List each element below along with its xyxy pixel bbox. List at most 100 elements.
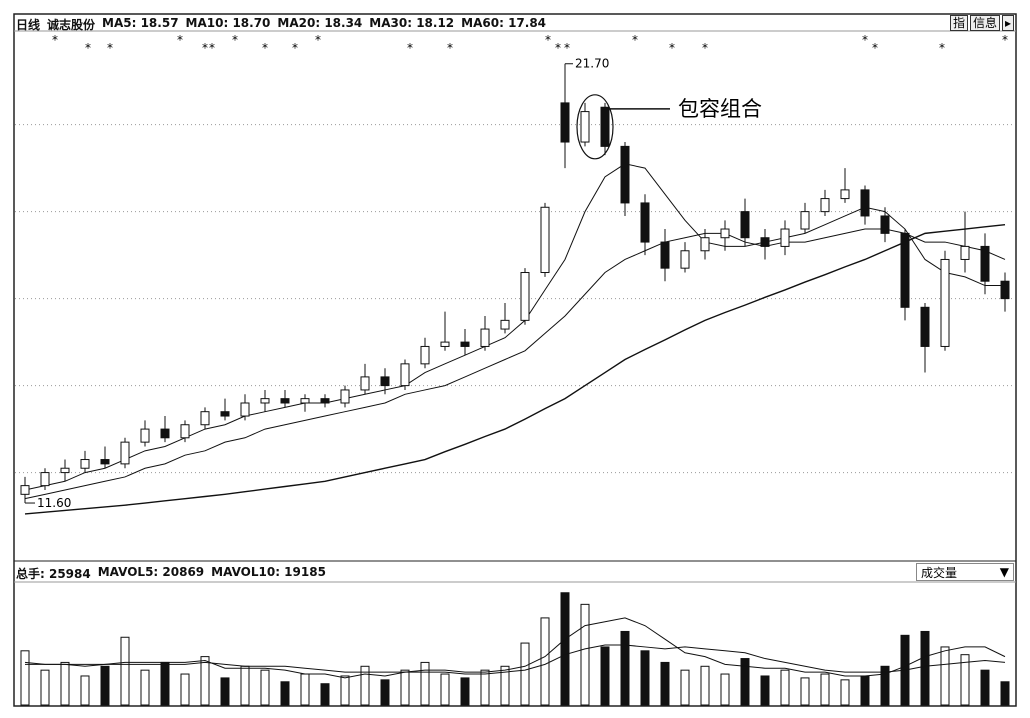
volume-down [160,661,170,706]
info-marker: * [447,41,453,55]
candle-down [280,398,290,404]
index-button[interactable]: 指 [949,15,968,31]
volume-down [220,677,230,706]
volume-up [820,673,830,706]
info-marker: * [669,41,675,55]
candle-down [1000,280,1010,300]
volume-up [20,650,30,706]
candle-up [540,206,550,274]
info-marker: * [1002,33,1008,47]
annotation-circle [576,94,614,160]
candle-up [680,250,690,269]
volume-up [780,669,790,706]
info-button[interactable]: 信息 [969,15,1000,31]
volume-up [420,661,430,706]
candle-down [460,341,470,347]
info-marker: * [872,41,878,55]
volume-up [540,617,550,706]
period: 日线 [16,18,41,32]
volume-label: 总手: 25984 [16,567,91,581]
candle-up [120,441,130,465]
volume-up [480,669,490,706]
ma-label: MA10: 18.70 [185,16,271,30]
volume-down [620,630,630,706]
volume-down [380,679,390,706]
volume-up [200,656,210,706]
candle-down [160,428,170,439]
candle-up [80,459,90,469]
volume-up [60,661,70,706]
info-marker: * [862,33,868,47]
candle-up [340,389,350,404]
volume-down [740,658,750,706]
volume-up [140,669,150,706]
candle-down [760,237,770,247]
info-marker: * [262,41,268,55]
toolbar: 指 信息 ▸ [949,15,1014,31]
mavol-line [25,644,1006,675]
candle-up [940,258,950,347]
volume-label: MAVOL10: 19185 [211,565,326,579]
arrow-button[interactable]: ▸ [1001,15,1014,31]
candle-down [380,376,390,387]
volume-up [300,673,310,706]
ma-label: MA20: 18.34 [277,16,363,30]
ma-line [24,163,1005,491]
volume-down [640,650,650,706]
candle-up [840,189,850,200]
volume-up [800,677,810,706]
volume-down [920,630,930,706]
candle-up [240,402,250,417]
frame [13,13,1017,707]
indicator-name: 成交量 [921,565,958,580]
volume-down [600,646,610,706]
annotation: 包容组合 [678,97,762,121]
candle-up [780,228,790,247]
max-label: 21.70 [575,57,609,71]
volume-up [940,646,950,706]
ma-line [24,228,1006,500]
info-marker: * [315,33,321,47]
candle-up [820,198,830,213]
stock-name: 诚志股份 [47,18,96,32]
candle-down [220,411,230,417]
indicator-select[interactable]: 成交量 ▼ [916,563,1014,581]
candle-down [900,232,910,308]
candle-down [920,306,930,347]
candle-down [640,202,650,243]
candle-up [400,363,410,387]
candle-up [960,245,970,260]
volume-down [880,665,890,706]
volume-up [680,669,690,706]
candle-up [260,398,270,404]
volume-up [440,673,450,706]
candle-up [440,341,450,347]
volume-up [580,603,590,706]
info-marker: * [209,41,215,55]
volume-up [360,665,370,706]
info-marker: * [177,33,183,47]
candle-up [20,485,30,495]
volume-down [100,665,110,706]
info-marker: * [702,41,708,55]
candle-down [740,211,750,239]
candle-up [200,411,210,426]
candle-up [420,345,430,365]
mavol-line [24,617,1006,679]
volume-up [400,669,410,706]
info-marker: * [564,41,570,55]
candle-down [860,189,870,217]
info-marker: * [52,33,58,47]
candle-down [560,102,570,143]
min-label: 11.60 [37,496,71,510]
volume-down [660,661,670,706]
volume-up [180,673,190,706]
volume-up [340,675,350,706]
candle-up [180,424,190,439]
candle-down [880,215,890,234]
volume-up [80,675,90,706]
candle-up [800,211,810,230]
volume-up [700,665,710,706]
